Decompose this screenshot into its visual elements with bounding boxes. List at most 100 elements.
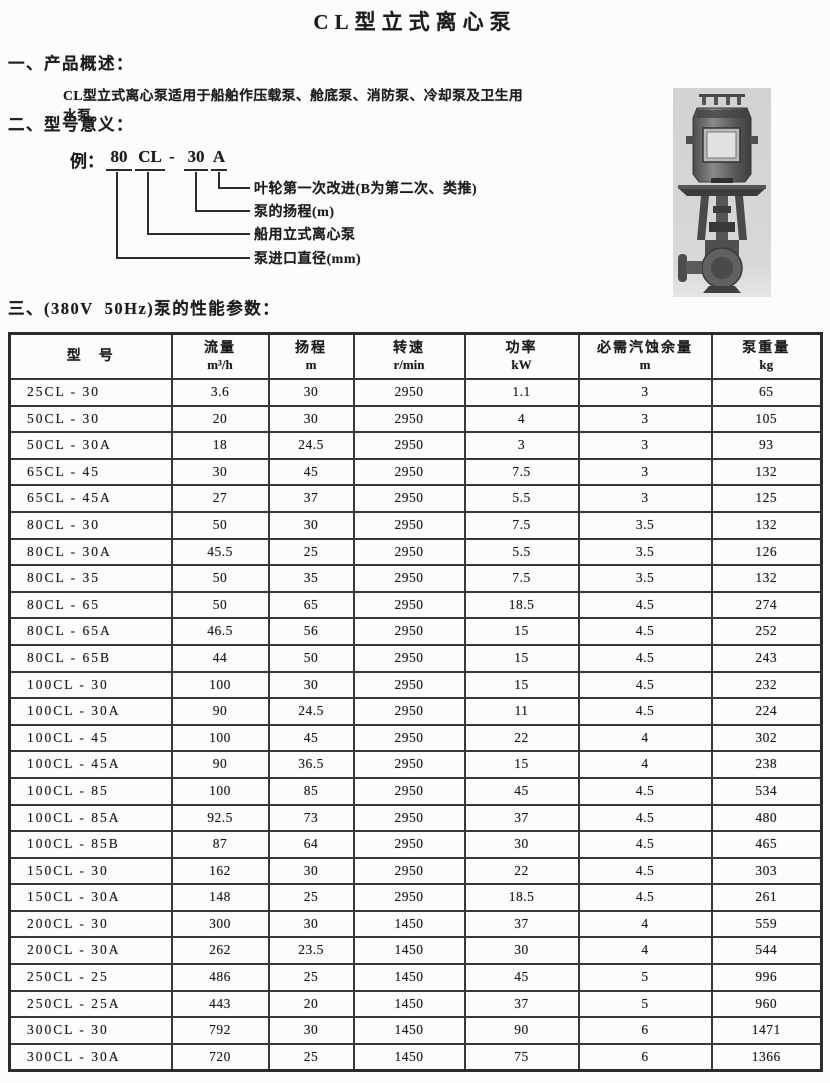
- value-cell: 262: [170, 936, 270, 966]
- model-code-variant: A: [211, 147, 227, 171]
- value-cell: 2950: [352, 750, 466, 779]
- table-row: 65CL - 45 30 45 2950 7.5 3 132: [8, 457, 823, 487]
- column-header: 流量 m³/h: [170, 332, 270, 380]
- table-row: 80CL - 65B 44 50 2950 15 4.5 243: [8, 643, 823, 673]
- model-cell: 150CL - 30A: [8, 883, 173, 912]
- value-cell: 100: [170, 723, 270, 753]
- value-cell: 125: [710, 484, 823, 513]
- page-title: CL型立式离心泵: [313, 10, 517, 34]
- model-label-variant: 叶轮第一次改进(B为第二次、类推): [254, 182, 478, 197]
- value-cell: 302: [710, 723, 823, 753]
- value-cell: 126: [710, 537, 823, 567]
- model-code-inlet: 80: [106, 147, 132, 171]
- value-cell: 3.5: [577, 510, 713, 540]
- value-cell: 73: [267, 803, 355, 833]
- column-header: 必需汽蚀余量 m: [577, 332, 713, 380]
- model-cell: 100CL - 85: [8, 776, 173, 806]
- model-cell: 50CL - 30: [8, 404, 173, 434]
- value-cell: 148: [170, 883, 270, 912]
- value-cell: 35: [267, 564, 355, 593]
- connector-line-variant: [218, 172, 250, 189]
- value-cell: 2950: [352, 697, 466, 726]
- value-cell: 30: [267, 856, 355, 886]
- value-cell: 37: [463, 909, 580, 939]
- value-cell: 3.5: [577, 564, 713, 593]
- value-cell: 2950: [352, 457, 466, 487]
- column-header: 转速 r/min: [352, 332, 466, 380]
- value-cell: 300: [170, 909, 270, 939]
- table-row: 300CL - 30A 720 25 1450 75 6 1366: [8, 1042, 823, 1072]
- value-cell: 20: [267, 989, 355, 1019]
- value-cell: 90: [463, 1016, 580, 1045]
- model-cell: 100CL - 85B: [8, 830, 173, 859]
- value-cell: 2950: [352, 378, 466, 407]
- value-cell: 5: [577, 963, 713, 992]
- table-row: 150CL - 30A 148 25 2950 18.5 4.5 261: [8, 883, 823, 912]
- value-cell: 30: [170, 457, 270, 487]
- table-row: 80CL - 30 50 30 2950 7.5 3.5 132: [8, 510, 823, 540]
- value-cell: 30: [267, 510, 355, 540]
- value-cell: 261: [710, 883, 823, 912]
- value-cell: 4: [463, 404, 580, 434]
- value-cell: 4.5: [577, 803, 713, 833]
- value-cell: 65: [267, 590, 355, 620]
- model-example-prefix: 例：: [70, 152, 104, 171]
- value-cell: 50: [170, 510, 270, 540]
- model-cell: 80CL - 35: [8, 564, 173, 593]
- value-cell: 2950: [352, 883, 466, 912]
- connector-line-series: [147, 172, 250, 235]
- value-cell: 37: [463, 989, 580, 1019]
- value-cell: 5: [577, 989, 713, 1019]
- table-row: 250CL - 25A 443 20 1450 37 5 960: [8, 989, 823, 1019]
- model-label-inlet: 泵进口直径(mm): [254, 252, 362, 267]
- value-cell: 2950: [352, 830, 466, 859]
- value-cell: 2950: [352, 404, 466, 434]
- value-cell: 2950: [352, 723, 466, 753]
- value-cell: 3: [577, 404, 713, 434]
- value-cell: 46.5: [170, 617, 270, 646]
- value-cell: 65: [710, 378, 823, 407]
- column-header: 泵重量 kg: [710, 332, 823, 380]
- section3-heading: 三、(380V 50Hz)泵的性能参数：: [8, 299, 281, 318]
- table-row: 250CL - 25 486 25 1450 45 5 996: [8, 963, 823, 992]
- value-cell: 25: [267, 883, 355, 912]
- value-cell: 4.5: [577, 670, 713, 700]
- value-cell: 24.5: [267, 431, 355, 460]
- value-cell: 1366: [710, 1042, 823, 1072]
- pump-photo-image: [673, 88, 771, 297]
- value-cell: 2950: [352, 776, 466, 806]
- value-cell: 50: [170, 590, 270, 620]
- table-row: 200CL - 30A 262 23.5 1450 30 4 544: [8, 936, 823, 966]
- value-cell: 45: [463, 963, 580, 992]
- model-cell: 80CL - 30: [8, 510, 173, 540]
- value-cell: 100: [170, 776, 270, 806]
- value-cell: 162: [170, 856, 270, 886]
- table-row: 100CL - 30 100 30 2950 15 4.5 232: [8, 670, 823, 700]
- header-row: 型 号流量 m³/h 扬程 m 转速 r/min 功率 kW 必需汽蚀余量 m 泵重量 kg: [8, 332, 823, 380]
- value-cell: 4.5: [577, 883, 713, 912]
- value-cell: 5.5: [463, 484, 580, 513]
- model-cell: 80CL - 30A: [8, 537, 173, 567]
- value-cell: 4: [577, 909, 713, 939]
- model-cell: 250CL - 25A: [8, 989, 173, 1019]
- value-cell: 90: [170, 750, 270, 779]
- section1-heading: 一、产品概述：: [8, 54, 134, 73]
- model-cell: 50CL - 30A: [8, 431, 173, 460]
- value-cell: 25: [267, 963, 355, 992]
- value-cell: 56: [267, 617, 355, 646]
- value-cell: 44: [170, 643, 270, 673]
- model-code-dash: -: [169, 147, 175, 166]
- value-cell: 92.5: [170, 803, 270, 833]
- value-cell: 24.5: [267, 697, 355, 726]
- column-header: 型 号: [8, 332, 173, 380]
- model-cell: 300CL - 30A: [8, 1042, 173, 1072]
- model-cell: 250CL - 25: [8, 963, 173, 992]
- value-cell: 93: [710, 431, 823, 460]
- value-cell: 4: [577, 936, 713, 966]
- model-cell: 80CL - 65: [8, 590, 173, 620]
- value-cell: 443: [170, 989, 270, 1019]
- column-header: 功率 kW: [463, 332, 580, 380]
- value-cell: 2950: [352, 590, 466, 620]
- value-cell: 132: [710, 457, 823, 487]
- value-cell: 87: [170, 830, 270, 859]
